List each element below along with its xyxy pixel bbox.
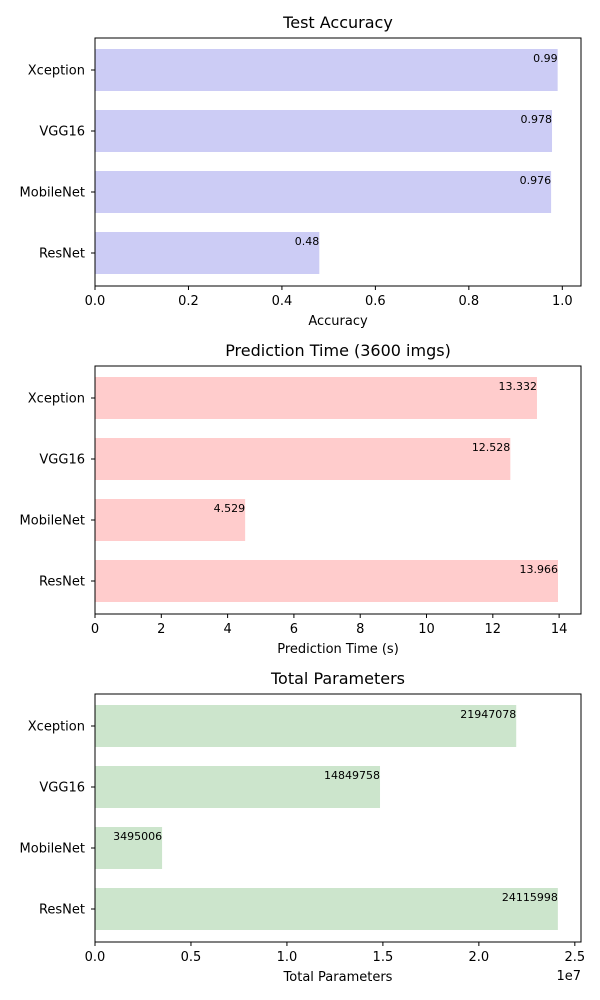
x-tick-label: 0.2 (178, 294, 199, 309)
chart-title: Test Accuracy (282, 13, 393, 32)
axes-frame (94, 365, 582, 615)
x-tick-label: 2.5 (564, 950, 585, 965)
x-tick-label: 1.5 (373, 950, 394, 965)
x-tick-label: 2 (157, 622, 165, 637)
data-label: 13.332 (498, 380, 537, 393)
y-tick-label: Xception (28, 392, 85, 407)
bar-vgg16 (95, 438, 511, 480)
bar-mobilenet (95, 171, 552, 213)
y-tick-label: MobileNet (20, 514, 85, 529)
chart-panel-1: 0.99 0.978 0.976 0.48 Test Accuracy Xception V… (20, 13, 582, 329)
x-tick-label: 0.6 (365, 294, 386, 309)
x-tick-label: 0.0 (85, 294, 106, 309)
bar-xception (95, 705, 517, 747)
data-label: 21947078 (460, 708, 516, 721)
y-tick-label: VGG16 (39, 125, 85, 140)
data-label: 0.978 (521, 113, 553, 126)
data-label: 0.99 (533, 52, 558, 65)
chart-panel-3: 21947078 14849758 3495006 24115998 Total Par… (20, 669, 586, 985)
x-tick-label: 0.4 (272, 294, 293, 309)
x-axis-label: Total Parameters (283, 970, 393, 985)
bar-vgg16 (95, 110, 553, 152)
axes-frame (94, 693, 582, 943)
y-tick-label: ResNet (39, 247, 85, 262)
data-label: 3495006 (113, 830, 162, 843)
data-label: 24115998 (502, 891, 558, 904)
bar-resnet (95, 560, 558, 602)
x-tick-label: 0.8 (459, 294, 480, 309)
bar-resnet (95, 888, 558, 930)
bar-mobilenet (95, 499, 246, 541)
y-tick-label: VGG16 (39, 781, 85, 796)
bar-vgg16 (95, 766, 381, 808)
x-tick-label: 4 (223, 622, 231, 637)
bar-resnet (95, 232, 320, 274)
x-tick-label: 12 (485, 622, 502, 637)
axes-frame (94, 37, 582, 287)
x-tick-label: 2.0 (469, 950, 490, 965)
x-tick-label: 10 (418, 622, 435, 637)
x-tick-label: 14 (551, 622, 568, 637)
y-tick-label: MobileNet (20, 186, 85, 201)
x-tick-label: 1.0 (552, 294, 573, 309)
y-tick-label: ResNet (39, 575, 85, 590)
x-tick-label: 0 (91, 622, 99, 637)
data-label: 0.976 (520, 174, 552, 187)
data-label: 4.529 (214, 502, 246, 515)
chart-title: Prediction Time (3600 imgs) (225, 341, 451, 360)
x-tick-label: 0.5 (181, 950, 202, 965)
chart-panel-2: 13.332 12.528 4.529 13.966 Prediction Time (… (20, 341, 582, 657)
x-axis-offset-label: 1e7 (556, 969, 581, 984)
x-tick-label: 1.0 (277, 950, 298, 965)
y-tick-label: ResNet (39, 903, 85, 918)
bar-mobilenet (95, 827, 163, 869)
y-tick-label: Xception (28, 64, 85, 79)
y-tick-label: VGG16 (39, 453, 85, 468)
x-axis-label: Accuracy (308, 314, 368, 329)
x-tick-label: 8 (356, 622, 364, 637)
data-label: 14849758 (324, 769, 380, 782)
chart-title: Total Parameters (270, 669, 405, 688)
y-tick-label: MobileNet (20, 842, 85, 857)
x-tick-label: 0.0 (85, 950, 106, 965)
bar-xception (95, 49, 558, 91)
data-label: 0.48 (295, 235, 320, 248)
bar-xception (95, 377, 537, 419)
y-tick-label: Xception (28, 720, 85, 735)
data-label: 12.528 (472, 441, 511, 454)
x-tick-label: 6 (290, 622, 298, 637)
x-axis-label: Prediction Time (s) (277, 642, 399, 657)
data-label: 13.966 (519, 563, 558, 576)
